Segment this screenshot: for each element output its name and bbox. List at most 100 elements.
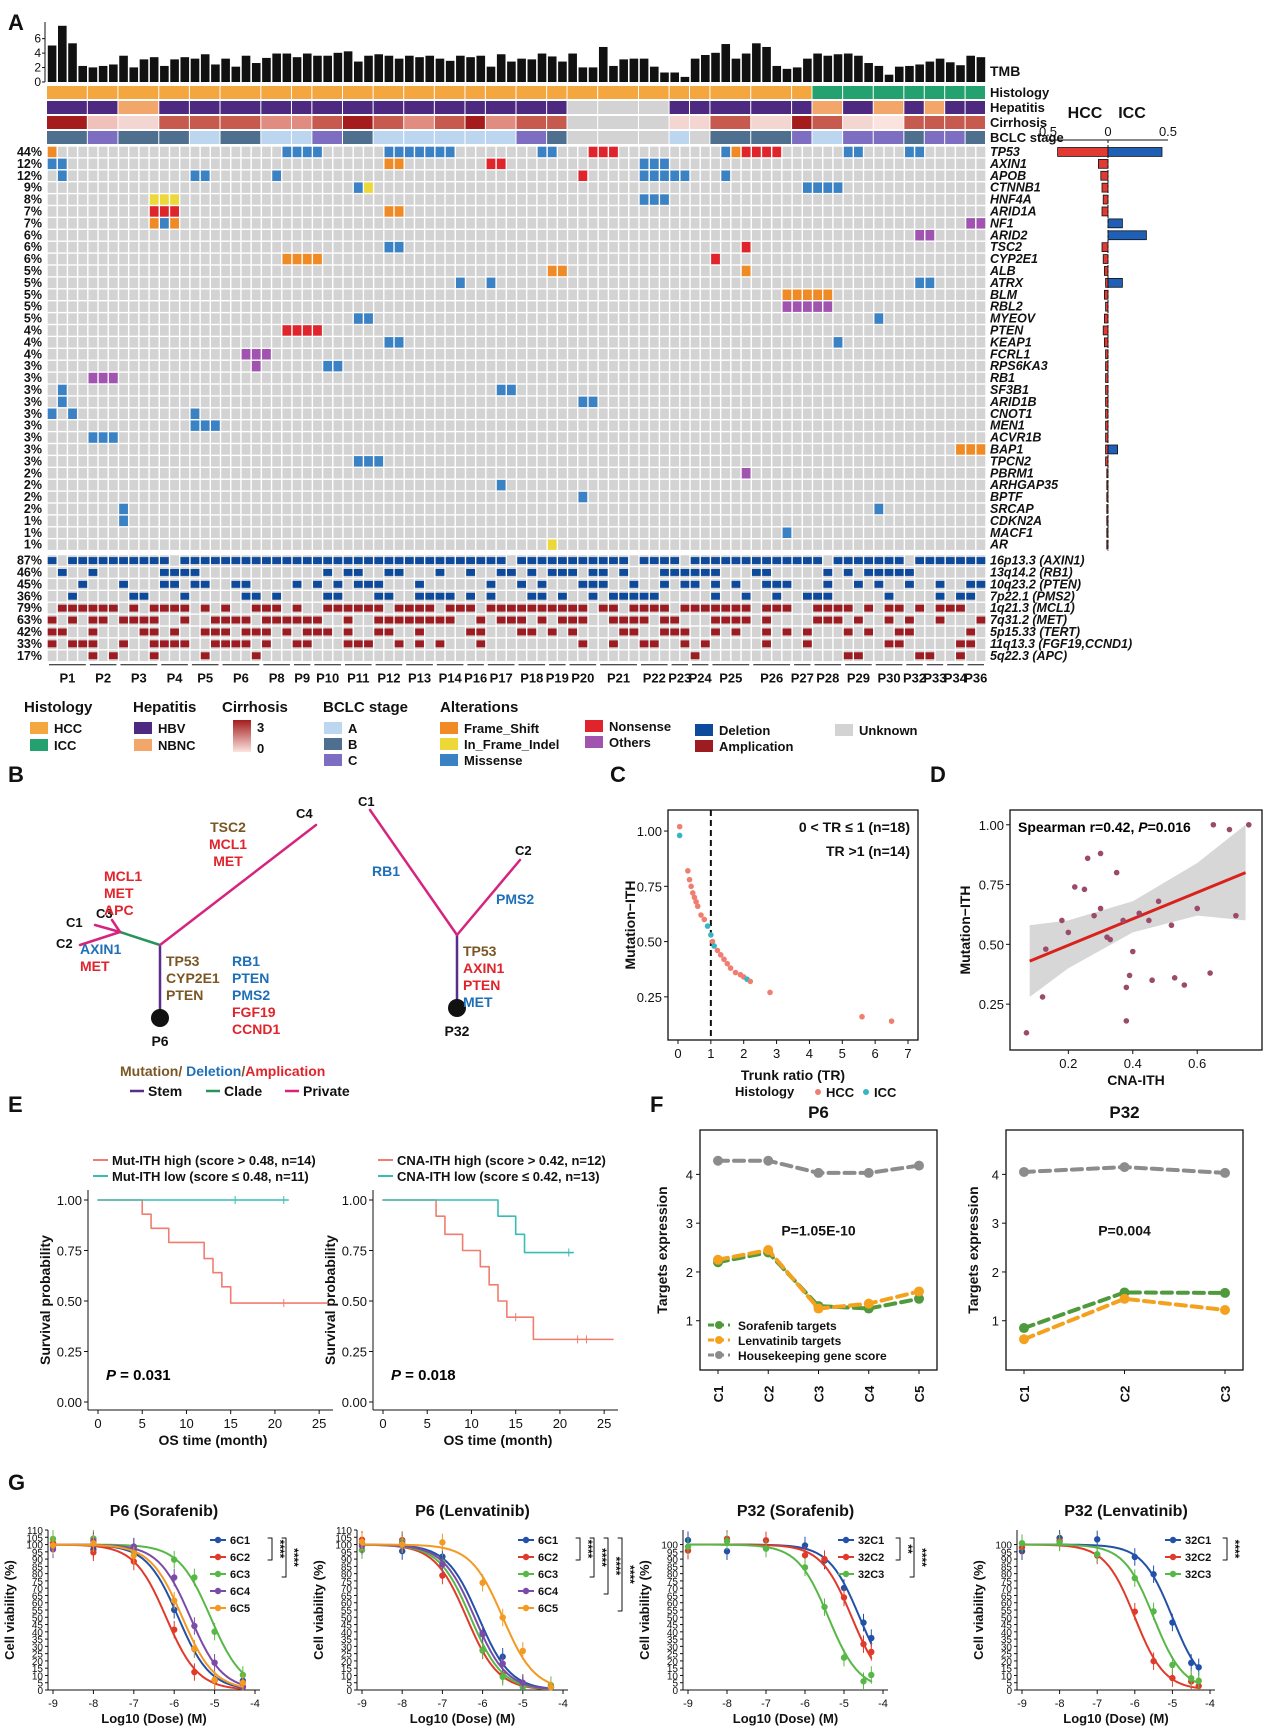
- mutation-cell: [221, 384, 231, 396]
- mutation-cell: [425, 194, 435, 205]
- mutation-cell: [731, 372, 741, 384]
- mutation-cell: [629, 146, 639, 158]
- patient-label: P22: [643, 671, 666, 686]
- mutation-cell: [129, 170, 139, 181]
- mutation-cell: [231, 360, 241, 372]
- cna-cell-bg: [506, 579, 516, 590]
- mutation-cell: [915, 349, 925, 360]
- c-annotation-2: TR >1 (n=14): [826, 843, 910, 859]
- mutation-cell: [272, 182, 282, 193]
- mutation-cell: [925, 468, 935, 479]
- mutation-cell: [262, 503, 271, 515]
- cna-event: [568, 569, 578, 576]
- mutation-cell: [415, 182, 424, 193]
- mutation-cell: [874, 349, 884, 360]
- mutation-cell: [119, 253, 128, 265]
- mutation-cell: [394, 384, 404, 396]
- mutation-cell: [741, 337, 751, 348]
- mutation-cell: [792, 468, 802, 479]
- mutation-cell: [221, 408, 231, 419]
- mutation-cell: [68, 289, 77, 300]
- cna-event: [129, 604, 139, 612]
- side-hcc-bar: [1101, 242, 1109, 252]
- c-point: [704, 923, 711, 929]
- cna-event: [649, 557, 659, 564]
- cna-event: [588, 557, 598, 564]
- mutation-cell: [404, 277, 414, 289]
- mutation-cell: [190, 396, 200, 408]
- cna-cell-bg: [598, 614, 608, 626]
- patient-label: P2: [95, 671, 111, 686]
- p6-node-c2: C2: [56, 936, 73, 951]
- mutation-cell: [915, 420, 925, 431]
- cna-cell-bg: [425, 567, 435, 578]
- mutation-cell: [792, 515, 802, 527]
- cna-event: [762, 616, 771, 624]
- mutation-cell: [272, 170, 282, 181]
- mutation-cell: [792, 230, 802, 241]
- mutation-cell: [292, 491, 302, 503]
- mutation-cell: [88, 527, 98, 538]
- bclc-cell: [638, 131, 669, 144]
- tmb-tick: 0: [34, 75, 41, 89]
- bclc-cell: [669, 131, 690, 144]
- mutation-cell: [517, 539, 527, 550]
- mutation-cell: [874, 372, 884, 384]
- cna-event: [68, 604, 77, 612]
- mutation-cell: [762, 420, 771, 431]
- mutation-cell: [833, 182, 843, 193]
- mutation-cell: [108, 479, 118, 491]
- mutation-cell: [466, 491, 475, 503]
- mutation-cell: [874, 408, 884, 419]
- mutation-cell: [47, 158, 57, 170]
- mutation-cell: [139, 432, 149, 443]
- mutation-cell: [670, 479, 680, 491]
- c-ytick-label: 1.00: [637, 824, 662, 839]
- mutation-cell: [108, 337, 118, 348]
- cna-event: [149, 652, 159, 660]
- side-tick: 0: [1104, 124, 1111, 139]
- cna-cell-bg: [833, 591, 843, 602]
- mutation-cell: [527, 384, 537, 396]
- cna-event: [639, 557, 649, 564]
- mutation-cell: [639, 206, 649, 217]
- cna-event: [588, 580, 598, 588]
- tmb-bar: [364, 55, 373, 82]
- cna-event: [731, 628, 741, 636]
- mutation-cell: [496, 325, 506, 336]
- hepatitis-cell: [118, 101, 159, 114]
- mutation-cell: [241, 146, 251, 158]
- mutation-cell: [588, 444, 598, 455]
- mutation-cell: [568, 420, 578, 431]
- mutation-cell: [751, 218, 761, 229]
- mutation-cell: [558, 360, 567, 372]
- p32-node-c1: C1: [358, 794, 375, 809]
- mutation-cell: [639, 444, 649, 455]
- mutation-cell: [435, 337, 445, 348]
- mutation-cell: [425, 218, 435, 229]
- mutation-cell: [262, 289, 271, 300]
- cna-event: [435, 569, 445, 576]
- cna-event: [313, 557, 322, 564]
- mutation-cell: [394, 360, 404, 372]
- mutation-cell: [343, 491, 353, 503]
- mutation-cell: [404, 182, 414, 193]
- p6-stem-cna: PTEN: [232, 970, 269, 986]
- legend-bclc-swatch: [324, 754, 342, 766]
- cna-cell-bg: [905, 638, 914, 650]
- mutation-cell: [976, 491, 986, 503]
- mutation-cell: [609, 420, 618, 431]
- mutation-cell: [241, 337, 251, 348]
- mutation-cell: [170, 337, 179, 348]
- cna-cell-bg: [721, 567, 731, 578]
- mutation-cell: [823, 253, 833, 265]
- mutation-cell: [374, 384, 384, 396]
- cna-event: [425, 557, 435, 564]
- mutation-cell: [262, 479, 271, 491]
- cna-event: [966, 557, 976, 564]
- mutation-cell: [68, 372, 77, 384]
- mutation-cell: [772, 182, 782, 193]
- mutation-cell: [976, 325, 986, 336]
- cna-event: [680, 604, 690, 612]
- mutation-cell: [415, 444, 424, 455]
